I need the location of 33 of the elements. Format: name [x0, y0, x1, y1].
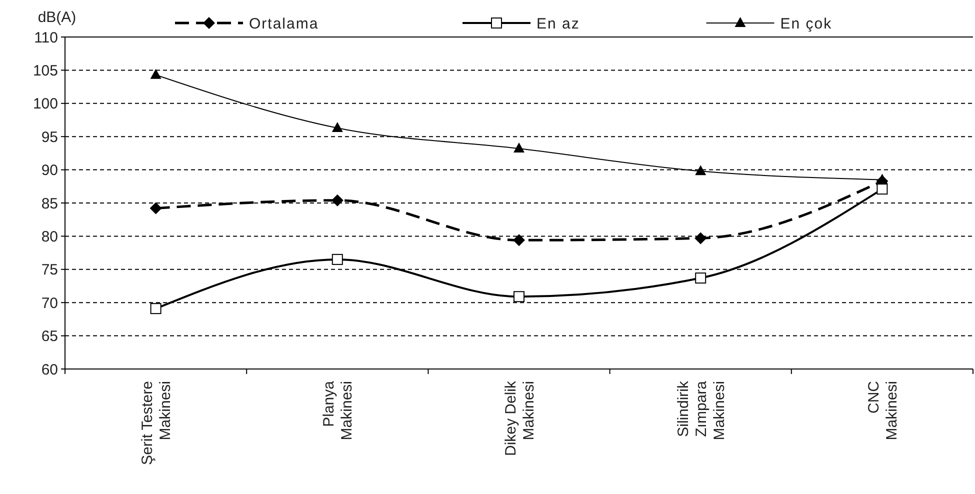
legend-label: En az [536, 15, 580, 32]
y-tick-label: 105 [32, 62, 58, 80]
y-tick-label: 100 [32, 96, 58, 113]
point [332, 254, 343, 265]
point [695, 272, 706, 284]
y-tick-label: 80 [41, 228, 58, 246]
x-tick-label: Silindirik Zımpara Makinesi [674, 380, 728, 440]
x-tick-label: Şerit Testere Makinesi [139, 381, 174, 465]
point [876, 184, 888, 195]
point [514, 142, 524, 153]
x-tick-label: Planya Makinesi [320, 380, 356, 440]
legend-label: En çok [780, 15, 832, 32]
y-tick-label: 65 [41, 328, 58, 346]
y-tick-label: 110 [34, 29, 58, 46]
y-tick-label: 85 [41, 195, 58, 212]
y-tick-label: 90 [41, 162, 58, 180]
point [150, 68, 162, 79]
x-tick-label: Dikey Delik Makinesi [502, 380, 538, 456]
y-tick-label: 60 [41, 361, 58, 378]
y-axis-title: dB(A) [38, 9, 76, 26]
y-tick-label: 95 [41, 128, 58, 146]
point [331, 194, 344, 206]
point [695, 165, 706, 176]
point [514, 291, 524, 302]
point [694, 232, 707, 244]
y-tick-label: 75 [41, 262, 58, 279]
point [513, 234, 525, 246]
legend-label: Ortalama [249, 15, 319, 32]
point [150, 303, 162, 314]
y-tick-label: 70 [41, 294, 58, 312]
point [332, 122, 343, 132]
point [150, 202, 162, 214]
x-tick-label: CNC Makinesi [865, 380, 900, 440]
